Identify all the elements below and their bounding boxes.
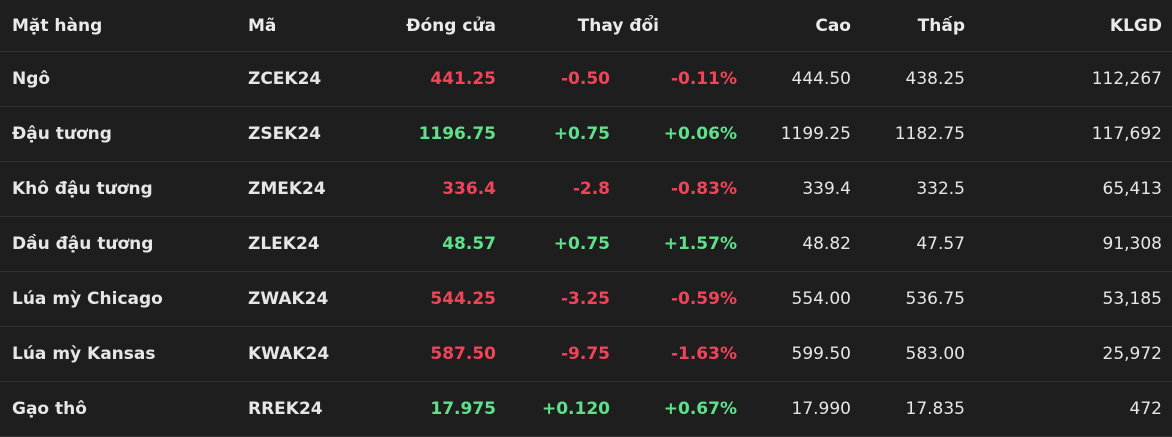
column-header: Đóng cửa — [406, 15, 496, 36]
change: -2.8 — [572, 179, 610, 199]
change-percent: -1.63% — [670, 344, 737, 364]
high: 48.82 — [802, 234, 851, 254]
volume: 112,267 — [1091, 69, 1162, 89]
low: 583.00 — [905, 344, 965, 364]
volume: 53,185 — [1102, 289, 1162, 309]
code: ZCEK24 — [248, 69, 322, 89]
commodity: Lúa mỳ Chicago — [12, 289, 163, 309]
data-row: Dầu đậu tương ZLEK24 48.57 +0.75 +1.57% 48.82… — [0, 217, 1172, 272]
change: +0.75 — [553, 234, 610, 254]
commodity: Khô đậu tương — [12, 179, 153, 199]
data-row: Ngô ZCEK24 441.25 -0.50 -0.11% 444.50 438.25 11… — [0, 52, 1172, 107]
column-header: Cao — [815, 15, 851, 36]
high: 17.990 — [791, 399, 851, 419]
low: 1182.75 — [894, 124, 965, 144]
change: -9.75 — [561, 344, 610, 364]
commodity: Lúa mỳ Kansas — [12, 344, 156, 364]
low: 332.5 — [916, 179, 965, 199]
change-percent: -0.83% — [670, 179, 737, 199]
code: ZWAK24 — [248, 289, 329, 309]
close: 544.25 — [430, 289, 496, 309]
code: ZSEK24 — [248, 124, 322, 144]
code: RREK24 — [248, 399, 323, 419]
volume: 91,308 — [1102, 234, 1162, 254]
volume: 65,413 — [1102, 179, 1162, 199]
close: 587.50 — [430, 344, 496, 364]
high: 339.4 — [802, 179, 851, 199]
close: 1196.75 — [418, 124, 496, 144]
change: +0.75 — [553, 124, 610, 144]
volume: 117,692 — [1091, 124, 1162, 144]
change-percent: -0.11% — [670, 69, 737, 89]
high: 1199.25 — [780, 124, 851, 144]
low: 536.75 — [905, 289, 965, 309]
high: 554.00 — [791, 289, 851, 309]
change-percent: +0.06% — [663, 124, 737, 144]
column-header: KLGD — [1109, 15, 1162, 36]
code: ZMEK24 — [248, 179, 326, 199]
change: -0.50 — [561, 69, 610, 89]
change-percent: +1.57% — [663, 234, 737, 254]
change: +0.120 — [541, 399, 610, 419]
column-header: Mặt hàng — [12, 15, 103, 36]
commodity: Gạo thô — [12, 399, 87, 419]
code: KWAK24 — [248, 344, 330, 364]
commodity: Ngô — [12, 69, 51, 89]
volume: 472 — [1129, 399, 1162, 419]
data-row: Gạo thô RREK24 17.975 +0.120 +0.67% 17.990 17.… — [0, 382, 1172, 437]
high: 444.50 — [791, 69, 851, 89]
header-row: Mặt hàng Mã Đóng cửa Thay đổi Cao Thấp KLGD — [0, 0, 1172, 52]
high: 599.50 — [791, 344, 851, 364]
change: -3.25 — [561, 289, 610, 309]
close: 48.57 — [442, 234, 496, 254]
column-header: Thay đổi — [577, 15, 659, 36]
column-header: Thấp — [917, 15, 965, 36]
commodity: Dầu đậu tương — [12, 234, 154, 254]
code: ZLEK24 — [248, 234, 320, 254]
low: 17.835 — [905, 399, 965, 419]
change-percent: -0.59% — [670, 289, 737, 309]
column-header: Mã — [248, 15, 277, 36]
data-row: Đậu tương ZSEK24 1196.75 +0.75 +0.06% 1199.25… — [0, 107, 1172, 162]
close: 441.25 — [430, 69, 496, 89]
low: 47.57 — [916, 234, 965, 254]
low: 438.25 — [905, 69, 965, 89]
data-row: Lúa mỳ Kansas KWAK24 587.50 -9.75 -1.63% 599.… — [0, 327, 1172, 382]
data-row: Khô đậu tương ZMEK24 336.4 -2.8 -0.83% 339.4 3… — [0, 162, 1172, 217]
commodity: Đậu tương — [12, 124, 112, 144]
change-percent: +0.67% — [663, 399, 737, 419]
volume: 25,972 — [1102, 344, 1162, 364]
close: 17.975 — [430, 399, 496, 419]
close: 336.4 — [442, 179, 496, 199]
data-row: Lúa mỳ Chicago ZWAK24 544.25 -3.25 -0.59% 554… — [0, 272, 1172, 327]
